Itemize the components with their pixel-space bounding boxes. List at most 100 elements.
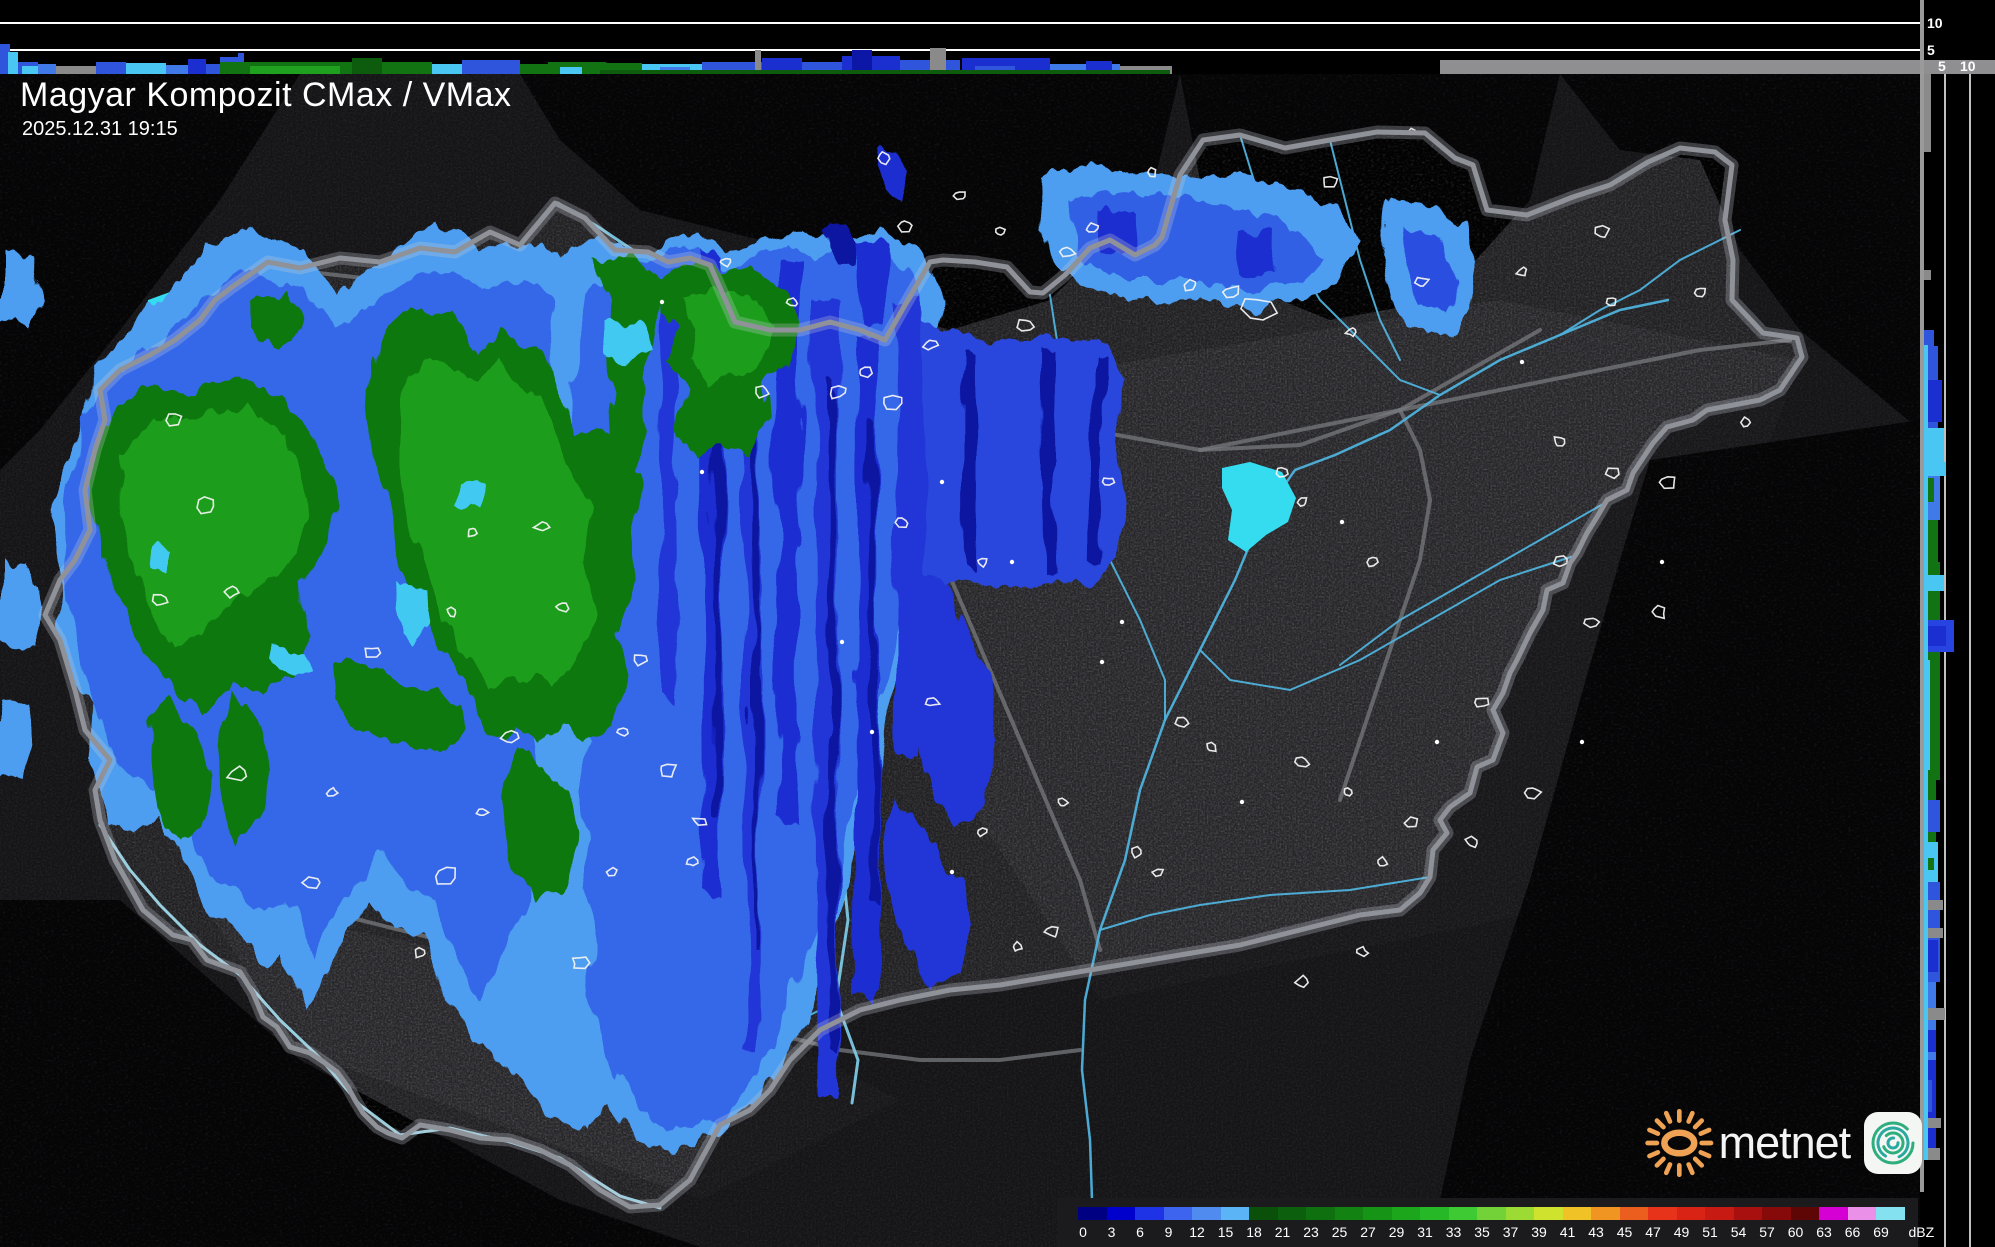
settlement-outline (785, 297, 799, 307)
precip-blob (680, 285, 775, 388)
top-profile-bar (462, 60, 520, 74)
settlement-outline (1693, 287, 1707, 298)
settlement-outline (554, 602, 570, 613)
country-border (42, 129, 1805, 1210)
brand-text: metnet (1718, 1117, 1852, 1168)
settlement-outline (1343, 787, 1353, 797)
settlement-outline (1296, 497, 1308, 508)
settlement-outline (1553, 436, 1566, 447)
timestamp: 2025.12.31 19:15 (22, 118, 178, 140)
river (1329, 139, 1401, 361)
settlement-outline (1221, 285, 1240, 299)
precip-blob (828, 380, 838, 1050)
settlement-dot (659, 299, 665, 305)
settlement-outline (1293, 756, 1311, 768)
legend-tick-label: 39 (1531, 1224, 1547, 1240)
top-scale-strip (1440, 60, 1995, 74)
precip-blob (118, 405, 310, 650)
top-profile-bar (166, 65, 188, 74)
legend-tick-label: 43 (1588, 1224, 1604, 1240)
precip-blob (598, 320, 650, 362)
top-profile-bar (8, 52, 18, 74)
precip-blob (775, 260, 800, 820)
settlement-outline (883, 394, 903, 411)
legend-tick-label: 51 (1702, 1224, 1718, 1240)
page-title: Magyar Kompozit CMax / VMax (20, 76, 512, 114)
settlement-outline (1206, 741, 1217, 753)
top-profile-bar (96, 62, 126, 74)
legend-color-swatch (1277, 1207, 1306, 1220)
settlement-outline (1594, 224, 1611, 239)
precip-blob (900, 322, 1128, 588)
legend-tick-label: 33 (1445, 1224, 1462, 1240)
settlement-outline (414, 946, 426, 959)
settlement-outline (434, 866, 457, 885)
legend-tick-label: 18 (1246, 1224, 1262, 1240)
precip-blob (660, 290, 680, 700)
legend-tick-label: 3 (1107, 1224, 1116, 1240)
precip-blob (868, 420, 878, 900)
precip-blob (332, 662, 465, 752)
precip-blob (398, 360, 595, 690)
settlement-dot (869, 729, 875, 735)
top-profile-bar (56, 66, 96, 74)
top-profile-bar (432, 64, 462, 74)
top-profile-bar (560, 67, 582, 74)
settlement-outline (976, 557, 988, 569)
settlement-outline (685, 855, 699, 867)
settlement-outline (467, 527, 479, 538)
top-profile-bar (250, 66, 350, 74)
legend-color-swatch (1106, 1207, 1135, 1220)
top-profile-bar (126, 63, 166, 74)
precip-blob (822, 225, 862, 268)
legend-color-swatch (1562, 1207, 1591, 1220)
legend-tick-label: 25 (1331, 1224, 1348, 1240)
legend-color-swatch (1534, 1207, 1563, 1220)
right-profile-bar (1924, 900, 1943, 910)
settlement-outline (1552, 555, 1568, 568)
settlement-outline (877, 150, 891, 166)
settlement-outline (1101, 477, 1116, 486)
settlement-outline (325, 786, 340, 797)
precip-blob (148, 540, 175, 570)
panel-separator (1920, 0, 1924, 1192)
settlement-outline (1012, 940, 1024, 953)
precip-blob (0, 560, 42, 650)
right-profile-bar (1924, 858, 1934, 870)
settlement-outline (165, 413, 183, 427)
legend-color-swatch (1733, 1207, 1762, 1220)
legend-tick-label: 27 (1360, 1224, 1376, 1240)
precip-blob (0, 248, 45, 330)
settlement-outline (896, 220, 913, 233)
settlement-outline (475, 808, 491, 816)
right-profile-bar (1924, 626, 1946, 646)
settlement-dot (949, 869, 955, 875)
settlement-outline (1604, 467, 1620, 480)
legend-tick-label: 0 (1079, 1224, 1087, 1240)
precip-blob (392, 585, 428, 642)
right-profile-bar (1924, 428, 1944, 462)
precip-blob (0, 700, 35, 780)
precip-blob (895, 300, 925, 760)
legend-color-swatch (1876, 1207, 1905, 1220)
outside-country-mask (0, 74, 1920, 1247)
settlement-outline (633, 654, 649, 667)
legend-color-swatch (1249, 1207, 1278, 1220)
dbz-tick-labels: 0 3 6 9 12 15 18 21 23 25 27 29 31 33 35 37 39 41 43 45 47 49… (1057, 1224, 1918, 1242)
top-profile-bar (38, 64, 56, 74)
settlement-outline (994, 226, 1007, 236)
legend-color-swatch (1648, 1207, 1677, 1220)
top-profile-bar (520, 64, 548, 74)
legend-tick-label: 6 (1136, 1224, 1144, 1240)
map-layers (0, 74, 1920, 1247)
settlement-outline (531, 520, 552, 532)
legend-color-swatch (1619, 1207, 1648, 1220)
right-profile-bar (1924, 928, 1943, 938)
precip-blob (1090, 360, 1102, 560)
legend-tick-label: 47 (1645, 1224, 1661, 1240)
legend-tick-label: 35 (1474, 1224, 1490, 1240)
legend-color-swatch (1391, 1207, 1420, 1220)
right-profile-bars (1924, 74, 1954, 1160)
